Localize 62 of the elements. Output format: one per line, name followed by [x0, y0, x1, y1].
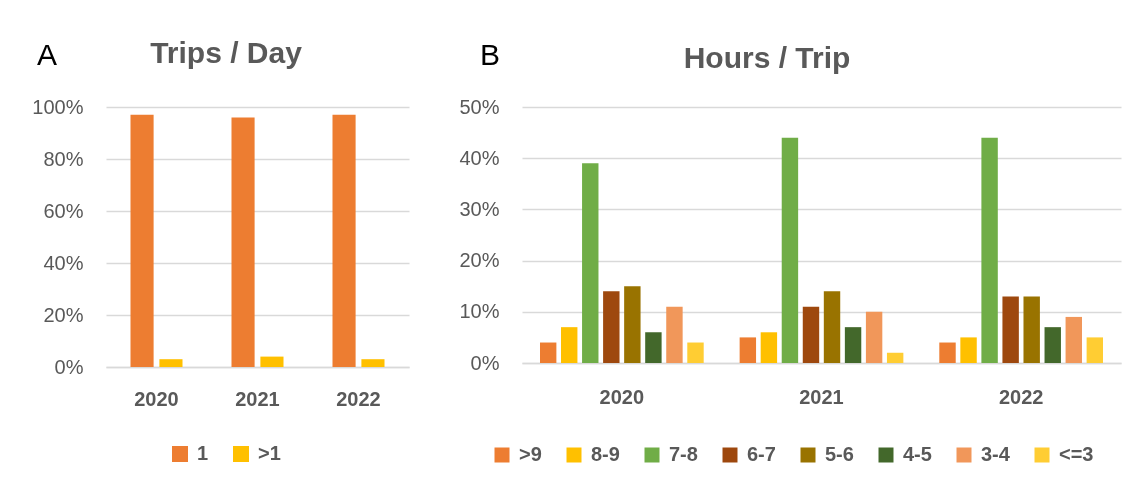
y-tick-label: 30% — [459, 197, 500, 220]
y-tick-label: 60% — [43, 199, 84, 222]
x-tick-label: 2020 — [134, 387, 179, 410]
bar — [332, 114, 356, 367]
bar — [687, 342, 704, 363]
legend-label: 5-6 — [825, 443, 854, 465]
y-tick-label: 100% — [32, 95, 84, 118]
bar — [760, 332, 778, 363]
x-tick-label: 2021 — [235, 387, 280, 410]
bar — [582, 163, 599, 363]
bar — [561, 327, 578, 363]
bar — [645, 332, 662, 363]
legend-label: 8-9 — [591, 443, 620, 465]
bar — [960, 337, 977, 363]
legend-label: <=3 — [1059, 443, 1094, 465]
bar — [802, 306, 820, 363]
bar — [781, 137, 799, 363]
y-tick-label: 10% — [459, 300, 500, 323]
bar — [739, 337, 757, 363]
y-tick-label: 40% — [459, 146, 500, 169]
x-tick-label: 2020 — [599, 385, 645, 408]
y-tick-label: 50% — [459, 95, 500, 118]
bar — [823, 291, 841, 363]
y-tick-label: 0% — [54, 355, 84, 378]
legend-label: 3-4 — [981, 443, 1011, 465]
text: A — [36, 38, 58, 71]
bar — [361, 359, 385, 367]
bar — [886, 352, 904, 363]
x-tick-label: 2021 — [799, 385, 844, 408]
bar — [981, 137, 998, 363]
x-tick-label: 2022 — [998, 385, 1044, 408]
y-tick-label: 20% — [459, 249, 500, 272]
chart-title: Trips / Day — [150, 36, 303, 69]
bar — [865, 311, 883, 363]
bar — [1044, 327, 1061, 363]
bar — [624, 286, 641, 363]
bar — [159, 359, 183, 367]
bar — [260, 356, 284, 367]
bar — [603, 291, 620, 363]
bar — [1002, 296, 1019, 363]
y-tick-label: 40% — [43, 251, 84, 274]
bar — [1023, 296, 1040, 363]
bar — [231, 117, 255, 367]
bar — [539, 342, 557, 363]
bar — [130, 114, 154, 367]
bar — [1086, 337, 1104, 363]
legend-label: 1 — [197, 442, 209, 464]
x-tick-label: 2022 — [336, 387, 381, 410]
bar — [1065, 316, 1082, 363]
bar — [666, 306, 683, 363]
legend-label: 7-8 — [669, 443, 698, 465]
y-tick-label: 80% — [43, 147, 84, 170]
bar — [939, 342, 956, 363]
chart-title: Hours / Trip — [683, 41, 851, 74]
legend-label: 6-7 — [747, 443, 776, 465]
legend-label: >1 — [258, 442, 281, 464]
y-tick-label: 20% — [43, 303, 84, 326]
y-tick-label: 0% — [470, 351, 500, 374]
text: B — [479, 38, 501, 71]
legend-label: 4-5 — [903, 443, 932, 465]
legend-label: >9 — [519, 443, 542, 465]
bar — [844, 327, 862, 363]
